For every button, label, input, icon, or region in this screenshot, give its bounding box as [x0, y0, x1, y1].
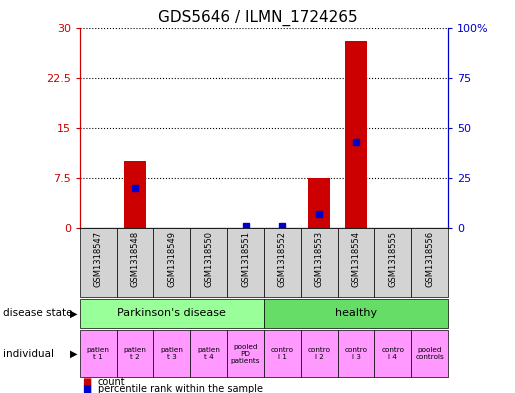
Bar — [80, 228, 117, 297]
Text: disease state: disease state — [3, 309, 72, 318]
Bar — [124, 161, 146, 228]
Text: GSM1318547: GSM1318547 — [94, 231, 102, 287]
Text: ■: ■ — [82, 377, 92, 387]
Bar — [227, 330, 264, 377]
Text: pooled
controls: pooled controls — [415, 347, 444, 360]
Bar — [308, 178, 330, 228]
Text: contro
l 4: contro l 4 — [381, 347, 404, 360]
Text: pooled
PD
patients: pooled PD patients — [231, 344, 260, 364]
Text: ▶: ▶ — [70, 309, 77, 318]
Bar — [338, 228, 374, 297]
Bar — [374, 330, 411, 377]
Text: patien
t 1: patien t 1 — [87, 347, 110, 360]
Text: GDS5646 / ILMN_1724265: GDS5646 / ILMN_1724265 — [158, 10, 357, 26]
Text: GSM1318553: GSM1318553 — [315, 231, 323, 287]
Bar — [116, 228, 153, 297]
Text: GSM1318555: GSM1318555 — [388, 231, 397, 286]
Text: percentile rank within the sample: percentile rank within the sample — [98, 384, 263, 393]
Bar — [191, 228, 227, 297]
Bar — [153, 228, 191, 297]
Bar — [411, 228, 448, 297]
Bar — [80, 330, 117, 377]
Text: GSM1318554: GSM1318554 — [352, 231, 360, 286]
Text: count: count — [98, 377, 126, 387]
Bar — [338, 330, 374, 377]
Text: healthy: healthy — [335, 309, 377, 318]
Text: individual: individual — [3, 349, 54, 359]
Text: contro
l 1: contro l 1 — [271, 347, 294, 360]
Text: GSM1318552: GSM1318552 — [278, 231, 287, 286]
Text: GSM1318551: GSM1318551 — [241, 231, 250, 286]
Text: GSM1318550: GSM1318550 — [204, 231, 213, 286]
Bar — [153, 330, 191, 377]
Bar — [80, 299, 264, 328]
Text: GSM1318549: GSM1318549 — [167, 231, 176, 286]
Text: contro
l 2: contro l 2 — [307, 347, 331, 360]
Text: contro
l 3: contro l 3 — [345, 347, 368, 360]
Text: GSM1318548: GSM1318548 — [131, 231, 140, 287]
Bar — [191, 330, 227, 377]
Text: patien
t 2: patien t 2 — [124, 347, 146, 360]
Text: patien
t 4: patien t 4 — [197, 347, 220, 360]
Text: Parkinson's disease: Parkinson's disease — [117, 309, 226, 318]
Text: ▶: ▶ — [70, 349, 77, 359]
Bar — [264, 299, 448, 328]
Text: ■: ■ — [82, 384, 92, 393]
Bar — [411, 330, 448, 377]
Bar — [345, 41, 367, 228]
Bar — [264, 228, 301, 297]
Text: GSM1318556: GSM1318556 — [425, 231, 434, 287]
Bar — [264, 330, 301, 377]
Bar — [301, 330, 338, 377]
Text: patien
t 3: patien t 3 — [161, 347, 183, 360]
Bar — [374, 228, 411, 297]
Bar — [301, 228, 338, 297]
Bar — [116, 330, 153, 377]
Bar — [227, 228, 264, 297]
